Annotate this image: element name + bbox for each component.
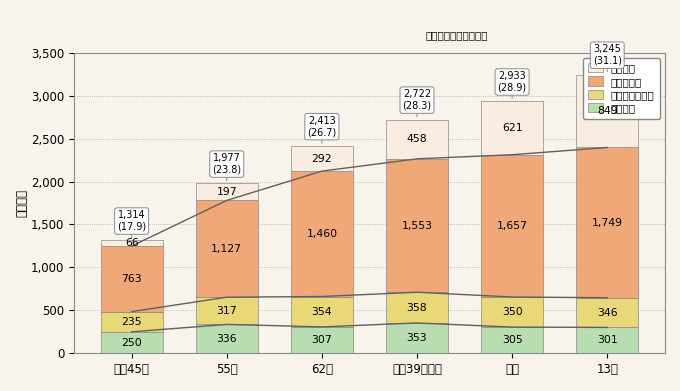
Bar: [577, 327, 638, 353]
Text: 1,314
(17.9): 1,314 (17.9): [117, 210, 146, 232]
Text: 2,722
(28.3): 2,722 (28.3): [403, 89, 432, 111]
Text: 1,127: 1,127: [211, 244, 242, 254]
Bar: [577, 298, 638, 327]
Bar: [481, 297, 543, 327]
Text: 292: 292: [311, 154, 333, 163]
Bar: [481, 155, 543, 297]
Bar: [196, 201, 258, 297]
Bar: [577, 147, 638, 298]
Text: 250: 250: [121, 337, 142, 348]
Text: 3,245
(31.1): 3,245 (31.1): [593, 45, 622, 66]
Bar: [291, 296, 353, 327]
Text: （　）内：人口対千人: （ ）内：人口対千人: [426, 30, 488, 41]
Text: 305: 305: [502, 335, 522, 345]
Text: 1,553: 1,553: [401, 221, 432, 231]
Bar: [101, 240, 163, 246]
Bar: [386, 292, 448, 323]
Bar: [291, 171, 353, 296]
Text: 1,977
(23.8): 1,977 (23.8): [212, 153, 241, 175]
Text: 849: 849: [597, 106, 617, 116]
Text: 1,460: 1,460: [306, 229, 337, 239]
Text: 301: 301: [597, 335, 617, 345]
Text: 358: 358: [407, 303, 427, 312]
Text: 66: 66: [125, 238, 139, 248]
Bar: [196, 183, 258, 201]
Bar: [481, 327, 543, 353]
Text: 763: 763: [121, 274, 142, 284]
Bar: [481, 101, 543, 155]
Bar: [386, 323, 448, 353]
Text: 621: 621: [502, 123, 522, 133]
Bar: [196, 297, 258, 325]
Text: 2,933
(28.9): 2,933 (28.9): [498, 71, 527, 93]
Text: 354: 354: [311, 307, 333, 317]
Text: 1,657: 1,657: [496, 221, 528, 231]
Bar: [291, 146, 353, 171]
Bar: [101, 246, 163, 312]
Text: 317: 317: [216, 306, 237, 316]
Y-axis label: （千人）: （千人）: [15, 189, 28, 217]
Bar: [386, 159, 448, 292]
Bar: [386, 120, 448, 159]
Text: 197: 197: [216, 187, 237, 197]
Bar: [101, 312, 163, 332]
Text: 350: 350: [502, 307, 522, 317]
Text: 458: 458: [407, 134, 427, 144]
Text: 307: 307: [311, 335, 333, 345]
Text: 235: 235: [121, 317, 142, 327]
Text: 2,413
(26.7): 2,413 (26.7): [307, 116, 337, 138]
Text: 1,749: 1,749: [592, 218, 623, 228]
Bar: [577, 75, 638, 147]
Bar: [101, 332, 163, 353]
Legend: 内部障害, 肌体不自由, 聴覚・言語障害, 視覚障害: 内部障害, 肌体不自由, 聴覚・言語障害, 視覚障害: [583, 58, 660, 118]
Bar: [291, 327, 353, 353]
Text: 336: 336: [216, 334, 237, 344]
Bar: [196, 325, 258, 353]
Text: 346: 346: [597, 308, 617, 317]
Text: 353: 353: [407, 333, 427, 343]
